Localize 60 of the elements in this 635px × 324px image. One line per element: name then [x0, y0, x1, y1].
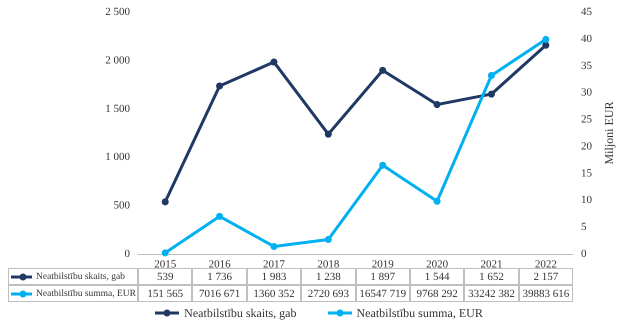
y2-tick-label: 35	[581, 60, 592, 72]
point	[542, 36, 550, 43]
point	[488, 72, 495, 79]
text: 33242 382	[464, 285, 519, 302]
legend-label: Neatbilstību skaits, gab	[8, 268, 138, 285]
text: 151 565	[138, 285, 192, 302]
y-tick-label: 2 500	[105, 6, 130, 18]
data-label: 1 983	[262, 271, 286, 283]
y2-axis-title: Miljoni EUR	[602, 101, 616, 165]
text: Neatbilstību summa, EUR	[356, 306, 483, 320]
point	[216, 212, 224, 220]
y-tick-label: 1 000	[105, 151, 130, 164]
y2-tick-label: 15	[581, 167, 592, 180]
data-label: 1 652	[479, 271, 504, 283]
point	[324, 130, 332, 138]
text: 7016 671	[192, 285, 247, 302]
text: 39883 616	[518, 285, 573, 302]
y2-tick-label: 5	[581, 221, 587, 234]
text: 2720 693	[301, 285, 356, 302]
x-tick-label: 2019	[372, 258, 394, 270]
text: 1360 352	[246, 285, 302, 302]
point	[216, 82, 224, 90]
y-tick-label: 1 500	[105, 102, 130, 115]
text: 16547 719	[356, 285, 410, 302]
y2-tick-label: 0	[581, 248, 587, 260]
x-tick-label: 2022	[534, 258, 557, 270]
y2-tick-label: 20	[581, 140, 592, 152]
point	[162, 249, 169, 256]
data-label: 1 544	[424, 271, 450, 283]
point	[379, 66, 386, 74]
x-tick-label: 2020	[426, 258, 449, 270]
y-tick-label: 2 000	[105, 54, 130, 66]
x-tick-label: 2021	[480, 258, 502, 270]
x-tick-label: 2016	[208, 258, 232, 270]
point	[488, 90, 495, 98]
y2-tick-label: 45	[581, 6, 592, 18]
point	[270, 242, 278, 250]
data-label: 1 897	[370, 271, 396, 283]
text: Neatbilstību skaits, gab	[184, 306, 296, 320]
y2-tick-label: 30	[581, 86, 592, 99]
data-label: 539	[156, 271, 174, 283]
y2-tick-label: 40	[581, 32, 592, 45]
point	[379, 162, 386, 169]
point	[162, 198, 169, 206]
x-tick-label: 2017	[262, 258, 286, 270]
y-tick-label: 0	[124, 248, 130, 260]
text: 9768 292	[410, 285, 464, 302]
point	[324, 236, 332, 243]
point	[434, 101, 441, 108]
legend-label: Neatbilstību summa, EUR	[8, 285, 138, 302]
point	[434, 198, 441, 205]
y2-tick-label: 10	[581, 194, 592, 206]
data-label: 1 736	[207, 271, 232, 283]
point	[270, 58, 278, 66]
x-tick-label: 2018	[317, 258, 340, 270]
x-tick-label: 2015	[154, 258, 177, 270]
data-label: 1 238	[316, 271, 341, 283]
y2-tick-label: 25	[581, 114, 592, 126]
data-label: 2 157	[533, 271, 558, 283]
y-tick-label: 500	[114, 200, 130, 212]
